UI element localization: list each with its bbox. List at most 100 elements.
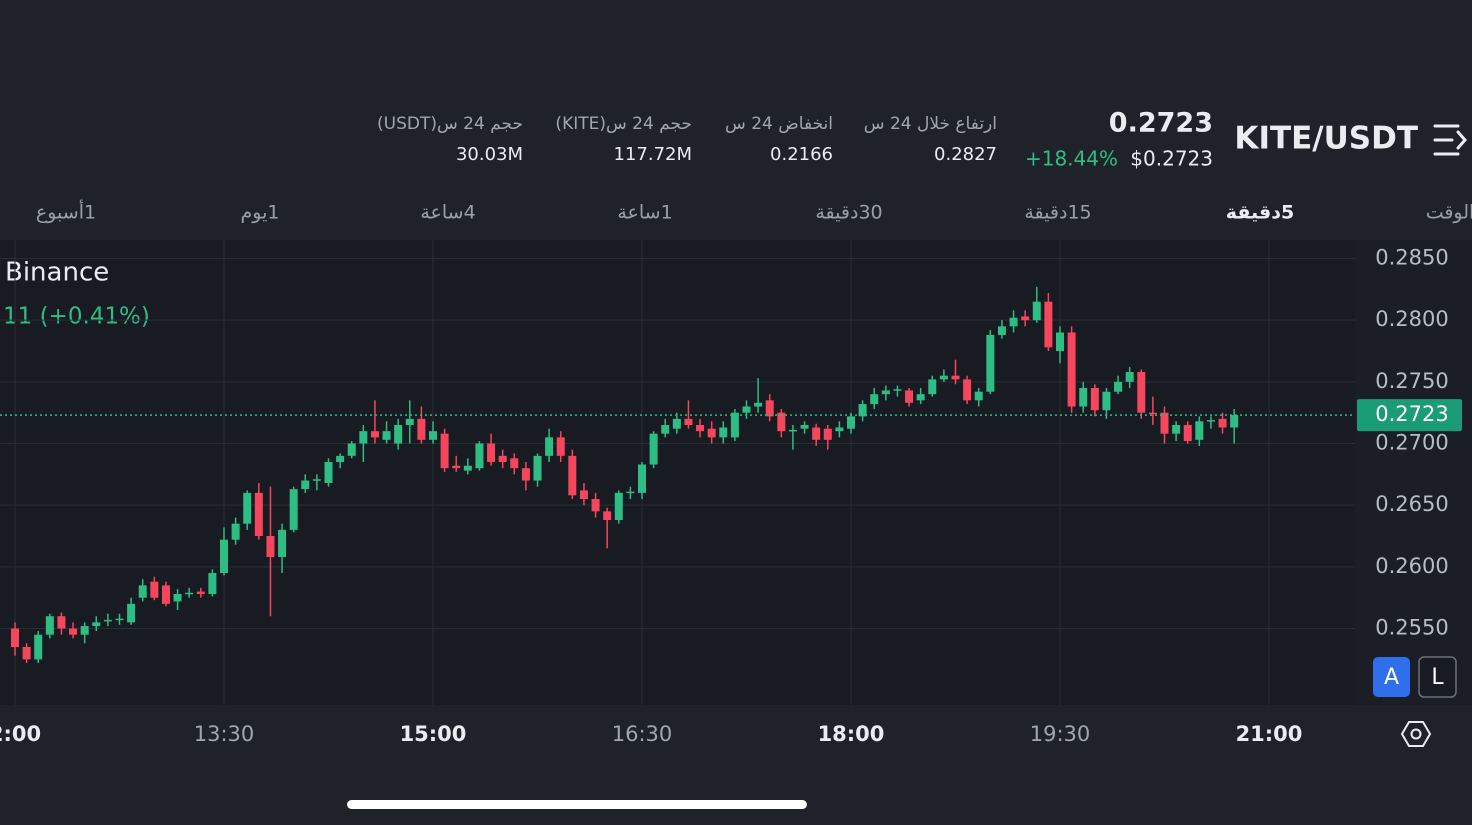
y-tick-label: 0.2750 [1375,369,1448,393]
candle-body [312,479,321,481]
candle-body [405,418,414,426]
candle-body [370,431,379,438]
exchange: Binance [5,258,109,288]
candle-body [359,431,368,444]
candle-body [336,455,345,463]
candle-body [220,539,228,574]
scale-button[interactable] [1418,656,1457,698]
stat-label: ارتفاع خلال 24 س [864,114,997,134]
candle-body [452,465,461,469]
candle-body [11,628,19,648]
pair[interactable]: KITE/USDT [1234,121,1418,157]
candle-body [173,593,182,602]
y-tick-label: 0.2700 [1375,431,1448,455]
candle-body [939,375,948,380]
chart-area [0,240,1355,705]
candle-body [719,427,728,438]
scale-button-label: A [1384,665,1399,690]
candle-body [1195,421,1204,440]
interval-tab[interactable]: 4ساعة [420,202,475,224]
candle-body [974,391,983,401]
candle-body [1137,371,1146,413]
candle-body [614,492,623,520]
candle-body [1021,316,1030,321]
scale-button[interactable] [1373,657,1410,697]
candle-body [463,465,472,471]
candle-body [788,429,797,432]
candle-body [301,480,310,490]
candle-body [858,404,867,417]
interval-tab[interactable]: 15دقيقة [1024,202,1091,224]
candle-body [266,536,275,557]
candle-body [730,412,739,438]
interval-tab[interactable]: 1يوم [241,202,280,224]
interval-tab[interactable]: 1أسبوع [36,200,96,224]
candle-body [521,468,530,481]
candle-body [254,492,263,537]
menu-icon[interactable] [1433,124,1467,156]
candle-body [510,458,519,469]
candle-body [1044,301,1053,348]
candle-body [963,379,972,401]
stat-label: حجم 24 س(KITE) [555,114,692,134]
candle-body [440,433,449,469]
candle-body [1114,381,1123,392]
candle-body [243,492,252,524]
candle-body [1160,412,1169,434]
candle-body [138,585,147,598]
candle-body [1032,301,1041,321]
candle-body [1079,388,1088,407]
settings-hex [1400,721,1432,747]
candle-body [150,581,159,598]
candle-body [707,428,716,438]
candle-body [823,428,832,440]
candle-body [208,573,217,594]
x-tick-label: 19:30 [1030,722,1091,746]
candle-body [1148,412,1157,415]
candle-body [80,626,89,635]
interval-tab[interactable]: 30دقيقة [815,202,882,224]
candle-body [103,619,112,622]
candle-body [382,431,391,440]
interval-tab[interactable]: 1ساعة [617,202,672,224]
candle-body [847,416,855,429]
candle-body [475,443,484,469]
candle-body [533,455,542,481]
settings-icon[interactable] [1400,721,1432,747]
x-tick-label: 16:30 [612,722,673,746]
candle-body [57,616,66,629]
candle-body [568,455,577,496]
candle-body [92,622,101,627]
last-price: 0.2723 [1109,108,1213,139]
scale-button-label: L [1431,665,1444,690]
candle-body [487,443,496,463]
candle-body [672,418,681,429]
candle-body [161,585,170,604]
candle-body [777,412,786,432]
price-change: +18.44% [1025,147,1118,171]
stat-value: 0.2827 [934,144,997,165]
candle-body [498,455,507,463]
candle-body [649,433,658,465]
candle-body [417,418,426,440]
candle-body [231,523,240,540]
x-tick-label: 13:30 [194,722,255,746]
candle-body [916,394,925,401]
candle-body [394,425,403,444]
interval-tab[interactable]: الوقت [1426,202,1472,224]
candle-body [1230,415,1239,428]
candle-body [591,499,600,512]
candle-body [556,437,565,456]
candle-body [754,402,763,407]
interval-tab[interactable]: 5دقيقة [1226,202,1294,224]
candle-body [347,443,356,456]
candle-body [22,647,31,660]
change-label: 11 (+0.41%) [3,304,150,330]
candle-body [603,511,612,520]
x-tick-label: 2:00 [0,722,41,746]
y-tick-label: 0.2800 [1375,307,1448,331]
candle-body [928,379,937,395]
candle-body [115,618,124,621]
stat-label: حجم 24 س(USDT) [377,114,523,134]
